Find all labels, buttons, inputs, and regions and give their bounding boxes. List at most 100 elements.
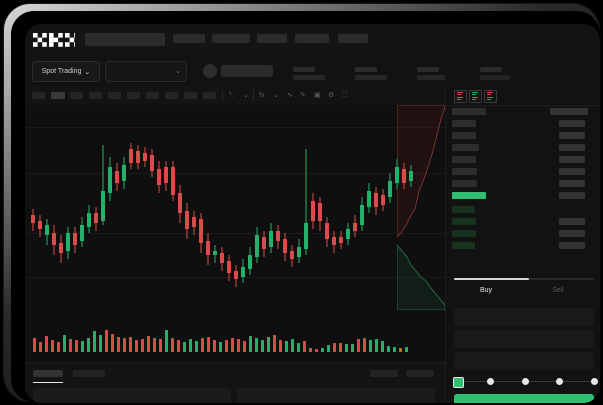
- volume-bar: [87, 338, 90, 352]
- orderbook-spread-size[interactable]: [559, 192, 585, 199]
- okx-logo[interactable]: [33, 33, 75, 47]
- tab-open-orders[interactable]: [33, 370, 63, 377]
- orderbook-ask-size[interactable]: [559, 168, 585, 175]
- timeframe-button-8[interactable]: [184, 92, 197, 99]
- orderbook-rows[interactable]: [446, 105, 600, 275]
- nav-item-earn[interactable]: [338, 34, 368, 43]
- volume-bar: [189, 339, 192, 352]
- percent-slider[interactable]: [453, 377, 598, 388]
- orderbook-ask-row[interactable]: [452, 156, 476, 163]
- candle: [255, 105, 259, 310]
- indicators-icon[interactable]: fx: [259, 92, 265, 99]
- pair-select-dropdown[interactable]: ⌄: [105, 61, 187, 82]
- candle: [157, 105, 161, 310]
- nav-item-derivatives[interactable]: [295, 34, 329, 43]
- orderbook-ask-row[interactable]: [452, 144, 479, 151]
- nav-item-buy-crypto[interactable]: [173, 34, 205, 43]
- percent-slider-step-75[interactable]: [556, 378, 563, 385]
- orderbook-ask-size[interactable]: [559, 156, 585, 163]
- header-assets-label[interactable]: [480, 67, 502, 72]
- volume-bar: [405, 347, 408, 352]
- orderbook-bid-row[interactable]: [452, 206, 475, 213]
- orderbook-header-left[interactable]: [452, 108, 486, 115]
- orderbook-ask-row[interactable]: [452, 168, 477, 175]
- total-field[interactable]: [454, 352, 594, 370]
- percent-slider-step-50[interactable]: [521, 378, 529, 385]
- price-field[interactable]: [454, 308, 594, 326]
- orderbook-ask-row[interactable]: [452, 132, 476, 139]
- volume-bar: [93, 331, 96, 352]
- bottom-card-2[interactable]: [237, 388, 435, 403]
- percent-slider-step-25[interactable]: [487, 378, 494, 385]
- nav-item-markets[interactable]: [212, 34, 250, 43]
- orderbook-view-asks-icon[interactable]: [484, 90, 497, 103]
- orderbook-ask-row[interactable]: [452, 120, 476, 127]
- candle: [73, 105, 77, 310]
- timeframe-button-4[interactable]: [108, 92, 121, 99]
- percent-slider-handle[interactable]: [453, 377, 464, 388]
- orderbook-ask-size[interactable]: [559, 144, 585, 151]
- percent-slider-step-100[interactable]: [590, 378, 598, 385]
- orderbook-scrollbar-thumb[interactable]: [454, 278, 529, 280]
- tab-order-history[interactable]: [73, 370, 105, 377]
- wave-line-icon[interactable]: ∿: [287, 92, 293, 99]
- timeframe-button-9[interactable]: [203, 92, 216, 99]
- fullscreen-icon[interactable]: ⛶: [342, 92, 347, 99]
- orderbook-ask-size[interactable]: [559, 120, 585, 127]
- timeframe-button-1[interactable]: [51, 92, 65, 99]
- timeframe-button-7[interactable]: [165, 92, 178, 99]
- stat-label: [417, 67, 439, 72]
- tab-buy[interactable]: Buy: [479, 287, 493, 294]
- indicators-chevron-icon[interactable]: ⌄: [273, 92, 279, 99]
- orderbook-bid-row[interactable]: [452, 218, 476, 225]
- orderbook-scrollbar[interactable]: [454, 278, 594, 280]
- orderbook-ask-row[interactable]: [452, 180, 477, 187]
- candle: [108, 105, 112, 310]
- orderbook-bid-size[interactable]: [559, 218, 585, 225]
- orderbook-ask-size[interactable]: [559, 132, 585, 139]
- timeframe-button-5[interactable]: [127, 92, 140, 99]
- volume-bar: [75, 340, 78, 352]
- volume-bar: [159, 339, 162, 352]
- orderbook-bid-row[interactable]: [452, 230, 476, 237]
- nav-item-trade[interactable]: [257, 34, 287, 43]
- camera-icon[interactable]: ▣: [314, 92, 321, 99]
- timeframe-button-0[interactable]: [32, 92, 45, 99]
- tab-sell[interactable]: Sell: [552, 287, 564, 294]
- bottom-control-2[interactable]: [406, 370, 434, 377]
- orderbook-view-both-icon[interactable]: [454, 90, 467, 103]
- bottom-control-1[interactable]: [370, 370, 398, 377]
- orderbook-ask-size[interactable]: [559, 180, 585, 187]
- header-account-label[interactable]: [480, 75, 510, 80]
- timeframe-button-2[interactable]: [70, 92, 83, 99]
- orderbook-bid-size[interactable]: [559, 242, 585, 249]
- orderbook-bid-row[interactable]: [452, 242, 475, 249]
- draw-tool-icon[interactable]: ✎: [300, 92, 306, 99]
- candle: [311, 105, 315, 310]
- timeframe-button-3[interactable]: [89, 92, 102, 99]
- orderbook-view-bids-icon[interactable]: [469, 90, 482, 103]
- bottom-card-1[interactable]: [33, 388, 231, 403]
- candlestick-chart[interactable]: [25, 105, 445, 310]
- timeframe-button-6[interactable]: [146, 92, 159, 99]
- volume-bar: [183, 342, 186, 352]
- candle: [171, 105, 175, 310]
- spot-trading-selector[interactable]: Spot Trading ⌄: [32, 61, 100, 82]
- amount-field[interactable]: [454, 330, 594, 348]
- orderbook-header-right[interactable]: [550, 108, 588, 115]
- settings-icon[interactable]: ⚙: [328, 92, 335, 99]
- volume-bar: [255, 338, 258, 352]
- buy-sell-tabs: Buy Sell: [446, 284, 600, 304]
- volume-bar: [51, 340, 54, 352]
- volume-bar: [123, 338, 126, 352]
- volume-bar: [153, 338, 156, 352]
- volume-bar: [207, 337, 210, 352]
- candle-type-chevron-icon[interactable]: ⌄: [243, 92, 249, 99]
- buy-submit-button[interactable]: [454, 394, 594, 403]
- orderbook-spread-row[interactable]: [452, 192, 486, 199]
- orderbook-bid-size[interactable]: [559, 230, 585, 237]
- pair-name-label: [221, 65, 273, 77]
- search-input[interactable]: [85, 33, 165, 46]
- candle-type-icon[interactable]: ⤣: [229, 92, 233, 99]
- candle: [388, 105, 392, 310]
